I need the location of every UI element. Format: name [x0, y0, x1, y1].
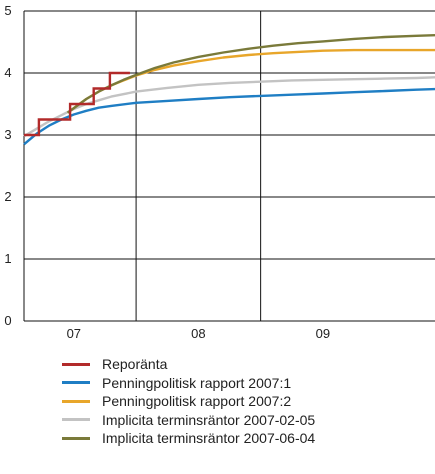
- legend-label: Implicita terminsräntor 2007-06-04: [102, 430, 316, 447]
- legend-item: Implicita terminsräntor 2007-02-05: [62, 411, 315, 430]
- legend-swatch: [62, 381, 90, 385]
- y-tick-label: 1: [4, 251, 11, 266]
- legend-label: Penningpolitisk rapport 2007:1: [102, 374, 292, 391]
- y-tick-label: 3: [4, 127, 11, 142]
- chart-legend: Reporänta Penningpolitisk rapport 2007:1 P…: [62, 355, 315, 448]
- legend-swatch: [62, 436, 90, 440]
- y-tick-label: 0: [4, 313, 11, 328]
- legend-item: Implicita terminsräntor 2007-06-04: [62, 429, 315, 448]
- legend-item: Penningpolitisk rapport 2007:1: [62, 374, 315, 393]
- series-line-implicita-terminsr-ntor-2007-02-05: [23, 76, 435, 138]
- y-tick-label: 4: [4, 65, 11, 80]
- legend-item: Reporänta: [62, 355, 315, 374]
- x-tick-label: 09: [316, 326, 330, 341]
- legend-swatch: [62, 418, 90, 422]
- legend-label: Penningpolitisk rapport 2007:2: [102, 393, 292, 410]
- series-line-penningpolitisk-rapport-2007-1: [23, 87, 435, 146]
- x-tick-label: 08: [191, 326, 205, 341]
- legend-label: Reporänta: [102, 356, 168, 373]
- legend-swatch: [62, 362, 90, 366]
- legend-item: Penningpolitisk rapport 2007:2: [62, 392, 315, 411]
- x-tick-label: 07: [67, 326, 81, 341]
- chart: 0 1 2 3 4 5 07 08 09: [4, 3, 435, 341]
- y-tick-label: 5: [4, 3, 11, 18]
- legend-swatch: [62, 399, 90, 403]
- legend-label: Implicita terminsräntor 2007-02-05: [102, 411, 316, 428]
- series-line-repor-nta: [24, 71, 130, 137]
- y-tick-label: 2: [4, 189, 11, 204]
